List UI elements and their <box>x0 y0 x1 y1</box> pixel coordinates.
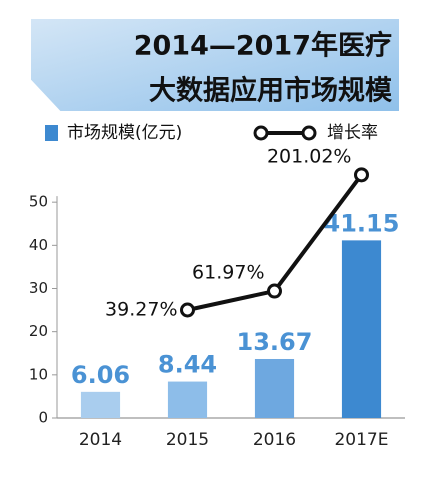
chart-title: 大数据应用市场规模 <box>149 75 392 107</box>
y-tick-label: 20 <box>29 322 48 340</box>
chart-title: 2014—2017年医疗 <box>134 30 392 62</box>
y-tick-label: 0 <box>38 409 48 427</box>
legend-swatch <box>45 125 58 141</box>
y-tick-label: 40 <box>29 236 48 254</box>
line-value-label: 39.27% <box>105 298 177 320</box>
x-tick-label: 2016 <box>253 430 296 450</box>
bar-value-label: 13.67 <box>237 328 313 356</box>
legend-marker <box>301 125 317 141</box>
line-value-label: 61.97% <box>192 262 264 284</box>
y-tick-label: 50 <box>29 193 48 211</box>
line-marker <box>354 167 369 183</box>
x-tick-label: 2015 <box>166 430 209 450</box>
bar <box>167 381 208 418</box>
bar <box>254 358 295 418</box>
x-tick-label: 2014 <box>79 430 122 450</box>
bar-value-label: 8.44 <box>158 351 217 379</box>
title-banner <box>29 17 401 113</box>
y-tick-label: 30 <box>29 279 48 297</box>
bar <box>341 240 382 418</box>
y-tick-label: 10 <box>29 365 48 383</box>
line-marker <box>180 302 195 318</box>
bar-value-label: 41.15 <box>324 209 400 237</box>
x-tick-label: 2017E <box>334 430 388 450</box>
legend-marker <box>253 125 269 141</box>
legend-label: 市场规模(亿元) <box>67 123 182 143</box>
bar-value-label: 6.06 <box>71 361 130 389</box>
legend-label: 增长率 <box>327 123 378 143</box>
bar <box>80 391 121 418</box>
line-marker <box>267 283 282 299</box>
line-value-label: 201.02% <box>267 145 352 167</box>
